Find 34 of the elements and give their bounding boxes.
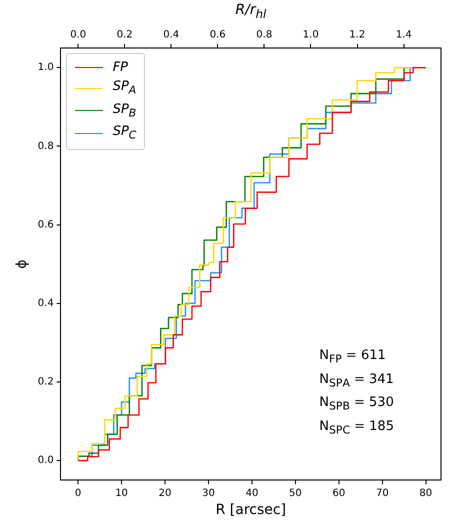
x-axis-title: R [arcsec] <box>216 502 286 518</box>
x-tick-label: 70 <box>376 488 389 499</box>
x2-tick-label: 0.6 <box>210 30 226 41</box>
legend-label: SP$_{C}$ <box>112 123 136 144</box>
x2-tick-label: 1.2 <box>349 30 366 41</box>
x2-tick-label: 0.8 <box>256 30 272 41</box>
legend-label: SP$_{A}$ <box>112 78 136 99</box>
y-axis-title: ϕ <box>14 259 30 269</box>
y-tick-label: 0.0 <box>38 455 54 466</box>
x-tick-label: 10 <box>115 488 128 499</box>
x-tick-label: 50 <box>289 488 302 499</box>
x-tick-label: 60 <box>332 488 346 499</box>
y-tick-label: 1.0 <box>38 62 54 74</box>
y-tick-label: 0.8 <box>38 140 54 152</box>
x-tick-label: 20 <box>158 488 172 499</box>
y-tick-label: 0.4 <box>38 298 54 309</box>
legend-label: SP$_{B}$ <box>112 100 136 122</box>
annotation: N$_{SP}$$_{A}$ = 341 <box>319 370 394 392</box>
x-tick-label: 80 <box>419 488 432 499</box>
x2-tick-label: 1.0 <box>302 30 319 41</box>
x2-tick-label: 0.4 <box>163 30 180 41</box>
annotation: N$_{SP}$$_{C}$ = 185 <box>319 418 394 439</box>
legend-label: FP <box>112 59 128 77</box>
x-tick-label: 40 <box>246 488 258 499</box>
x2-axis-title: R/r$_{hl}$ <box>234 2 268 21</box>
x-tick-label: 30 <box>202 488 215 499</box>
annotation: N$_{SP}$$_{B}$ = 530 <box>319 394 394 415</box>
x2-tick-label: 0.2 <box>116 30 133 41</box>
x-tick-label: 0 <box>74 488 82 499</box>
y-tick-label: 0.2 <box>38 376 54 388</box>
x2-tick-label: 0.0 <box>70 30 86 41</box>
annotation: N$_{FP}$ = 611 <box>319 347 387 368</box>
x2-tick-label: 1.4 <box>396 30 412 41</box>
y-tick-label: 0.6 <box>38 219 54 230</box>
